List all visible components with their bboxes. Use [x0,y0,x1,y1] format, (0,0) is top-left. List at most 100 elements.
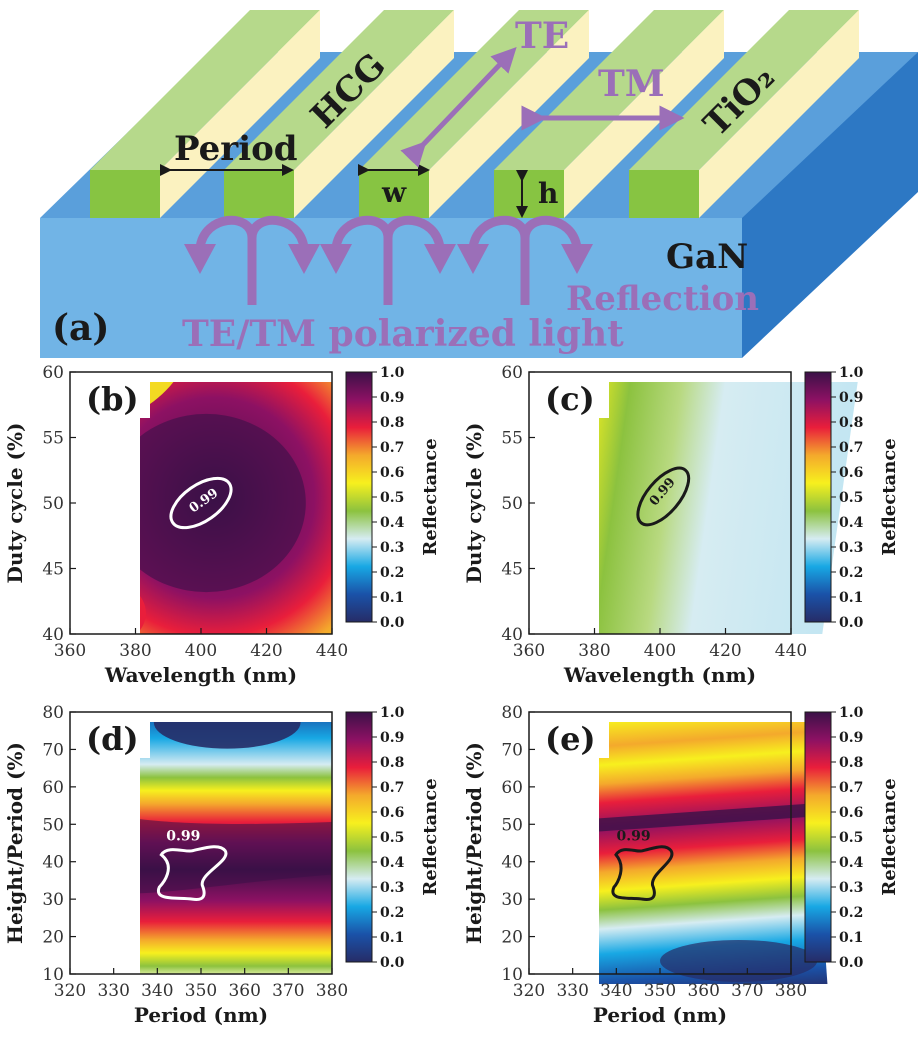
w-label: w [381,176,407,209]
x-tick-label: 340 [141,981,173,1001]
colorbar-tick-label: 0.6 [839,805,863,821]
y-tick-label: 50 [42,494,64,514]
colorbar-tick-label: 0.0 [839,615,864,631]
x-axis-label: Period (nm) [593,1003,727,1027]
y-tick-label: 45 [42,560,64,580]
colorbar-label: Reflectance [879,778,900,895]
tm-label: TM [598,63,665,105]
reflection-arrowheads [184,244,593,274]
panel-label: (e) [545,720,596,758]
y-tick-label: 40 [501,853,523,873]
y-tick-label: 55 [501,429,523,449]
colorbar-tick-label: 0.8 [380,755,404,771]
colorbar [804,711,832,963]
colorbar-tick-label: 0.3 [839,880,863,896]
x-tick-label: 370 [731,981,763,1001]
colorbar-tick-label: 0.7 [839,440,863,456]
te-arrow [400,46,517,168]
panel-label-a: (a) [52,307,109,349]
colorbar-tick-label: 0.7 [839,780,863,796]
colorbar-tick-label: 0.7 [380,780,404,796]
y-tick-label: 30 [42,890,64,910]
y-axis-label: Duty cycle (%) [462,423,486,584]
colorbar-tick-label: 0.2 [839,905,863,921]
heatmap-field [599,722,828,984]
colorbar-tick-label: 0.1 [380,930,404,946]
colorbar-tick-label: 0.6 [380,805,404,821]
y-tick-label: 55 [42,429,64,449]
colorbar [345,711,373,963]
x-tick-label: 440 [775,641,807,661]
y-tick-label: 50 [42,815,64,835]
colorbar-label: Reflectance [420,438,441,555]
x-tick-label: 380 [316,981,348,1001]
heatmap-e: 0.99 320 330 340 350 360 370 380 10 20 30 40 50 60 70 8… [462,703,900,1027]
y-axis-label: Height/Period (%) [462,742,486,944]
colorbar-tick-label: 0.9 [839,730,863,746]
x-tick-label: 440 [316,641,348,661]
colorbar [804,371,832,623]
heatmap-field [599,382,860,634]
x-tick-label: 320 [54,981,86,1001]
y-tick-label: 50 [501,815,523,835]
colorbar-tick-label: 0.4 [380,515,405,531]
colorbar-tick-label: 0.0 [839,955,864,971]
panel-label-bg [80,378,150,418]
colorbar-tick-label: 0.4 [839,515,864,531]
colorbar-label: Reflectance [420,778,441,895]
x-axis-label: Wavelength (nm) [563,663,756,687]
colorbar-tick-label: 0.1 [839,590,863,606]
reflection-arrows [195,215,582,305]
x-tick-label: 330 [556,981,588,1001]
contour-label: 0.99 [617,829,651,845]
panel-label: (d) [86,720,139,758]
heatmap-d: 0.99 320 330 340 350 360 370 380 10 20 30 40 50 60 70 8… [3,703,441,1027]
y-axis-label: Duty cycle (%) [3,423,27,584]
contour-0.99 [156,845,228,902]
period-label: Period [174,129,298,169]
colorbar-tick-label: 0.5 [839,490,863,506]
colorbar-tick-label: 0.3 [380,540,404,556]
hcg-schematic: HCG TE TM TiO₂ Period w h GaN Reflection… [40,10,918,358]
colorbar-tick-label: 0.1 [839,930,863,946]
colorbar-tick-label: 0.0 [380,955,405,971]
colorbar-tick-label: 1.0 [839,365,864,381]
colorbar-tick-label: 0.8 [839,415,863,431]
colorbar-tick-label: 0.4 [380,855,405,871]
x-tick-label: 420 [709,641,741,661]
y-tick-label: 50 [501,494,523,514]
y-tick-label: 10 [42,965,64,985]
x-tick-label: 360 [228,981,260,1001]
y-tick-label: 80 [501,703,523,723]
y-tick-label: 20 [501,928,523,948]
heatmap-field [140,722,332,974]
reflection-label: Reflection [566,279,759,319]
x-tick-label: 370 [272,981,304,1001]
gan-label: GaN [666,237,748,277]
colorbar-tick-label: 0.8 [380,415,404,431]
panel-label-bg [80,718,150,758]
colorbar-tick-label: 0.5 [380,830,404,846]
x-tick-label: 400 [185,641,217,661]
contour-0.99 [169,476,233,530]
colorbar-tick-label: 0.9 [839,390,863,406]
colorbar-tick-label: 0.5 [839,830,863,846]
y-tick-label: 40 [501,625,523,645]
y-tick-label: 10 [501,965,523,985]
y-tick-label: 70 [42,740,64,760]
x-tick-label: 360 [687,981,719,1001]
y-tick-label: 60 [501,778,523,798]
colorbar [345,371,373,623]
y-axis-label: Height/Period (%) [3,742,27,944]
x-tick-label: 380 [578,641,610,661]
x-tick-label: 360 [513,641,545,661]
y-tick-label: 20 [42,928,64,948]
colorbar-tick-label: 0.6 [839,465,863,481]
y-tick-label: 60 [42,778,64,798]
x-tick-label: 360 [54,641,86,661]
colorbar-tick-label: 0.4 [839,855,864,871]
x-tick-label: 350 [644,981,676,1001]
x-axis-label: Period (nm) [134,1003,268,1027]
te-label: TE [515,15,569,57]
